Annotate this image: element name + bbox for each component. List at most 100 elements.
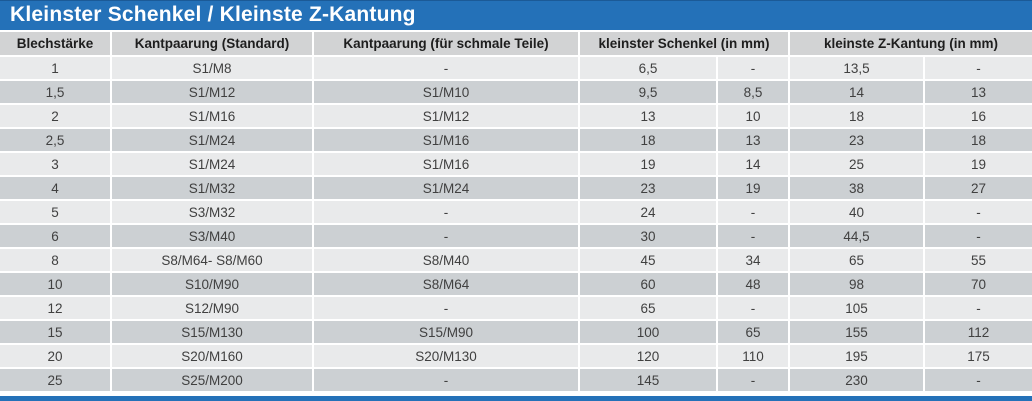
table-cell: 4 bbox=[0, 177, 110, 199]
table-cell: 15 bbox=[0, 321, 110, 343]
table-cell: S15/M90 bbox=[314, 321, 578, 343]
table-cell: 3 bbox=[0, 153, 110, 175]
table-cell: 6 bbox=[0, 225, 110, 247]
table-row: 5 S3/M32-24-40- bbox=[0, 201, 1032, 223]
table-cell: S3/M40 bbox=[112, 225, 312, 247]
table-cell: 5 bbox=[0, 201, 110, 223]
table-cell: 14 bbox=[790, 81, 923, 103]
table-cell: 13,5 bbox=[790, 57, 923, 79]
col-header-kantpaarung-standard: Kantpaarung (Standard) bbox=[112, 32, 312, 55]
table-cell: S15/M130 bbox=[112, 321, 312, 343]
table-cell: 230 bbox=[790, 369, 923, 391]
table-cell: 65 bbox=[718, 321, 788, 343]
table-cell: S1/M24 bbox=[112, 153, 312, 175]
table-cell: 105 bbox=[790, 297, 923, 319]
table-cell: 14 bbox=[718, 153, 788, 175]
table-cell: 38 bbox=[790, 177, 923, 199]
table-row: 1 S1/M8-6,5-13,5- bbox=[0, 57, 1032, 79]
table-cell: S3/M32 bbox=[112, 201, 312, 223]
page-title: Kleinster Schenkel / Kleinste Z-Kantung bbox=[10, 2, 416, 26]
table-cell: 110 bbox=[718, 345, 788, 367]
table-cell: - bbox=[925, 297, 1032, 319]
table-cell: 98 bbox=[790, 273, 923, 295]
table-cell: 45 bbox=[580, 249, 716, 271]
table-cell: S20/M160 bbox=[112, 345, 312, 367]
table-cell: 13 bbox=[580, 105, 716, 127]
table-cell: 48 bbox=[718, 273, 788, 295]
table-row: 6 S3/M40-30-44,5- bbox=[0, 225, 1032, 247]
table-row: 8 S8/M64- S8/M60 S8/M40 45 34 65 55 bbox=[0, 249, 1032, 271]
table-cell: S1/M12 bbox=[112, 81, 312, 103]
table-cell: 100 bbox=[580, 321, 716, 343]
table-row: 20 S20/M160 S20/M130 120 110 195 175 bbox=[0, 345, 1032, 367]
table-row: 10 S10/M90 S8/M64 60 48 98 70 bbox=[0, 273, 1032, 295]
table-cell: 120 bbox=[580, 345, 716, 367]
col-header-kleinste-z-kantung: kleinste Z-Kantung (in mm) bbox=[790, 32, 1032, 55]
table-cell: - bbox=[314, 297, 578, 319]
table-cell: - bbox=[718, 297, 788, 319]
table-cell: S1/M16 bbox=[314, 129, 578, 151]
table-cell: 8 bbox=[0, 249, 110, 271]
table-cell: 155 bbox=[790, 321, 923, 343]
table-cell: 19 bbox=[580, 153, 716, 175]
table-cell: 65 bbox=[580, 297, 716, 319]
table-cell: S1/M24 bbox=[112, 129, 312, 151]
table-cell: - bbox=[718, 57, 788, 79]
bottom-accent-bar bbox=[0, 396, 1032, 401]
header-row: Blechstärke Kantpaarung (Standard) Kantp… bbox=[0, 32, 1032, 55]
table-cell: S8/M64 bbox=[314, 273, 578, 295]
table-cell: S1/M16 bbox=[112, 105, 312, 127]
table-cell: S1/M8 bbox=[112, 57, 312, 79]
table-cell: S1/M24 bbox=[314, 177, 578, 199]
table-cell: S12/M90 bbox=[112, 297, 312, 319]
table-cell: 25 bbox=[790, 153, 923, 175]
table-body: 1 S1/M8-6,5-13,5-1,5 S1/M12 S1/M10 9,5 8,5 14 1… bbox=[0, 57, 1032, 391]
table-cell: 112 bbox=[925, 321, 1032, 343]
table-cell: 2,5 bbox=[0, 129, 110, 151]
table-cell: 44,5 bbox=[790, 225, 923, 247]
table-cell: 2 bbox=[0, 105, 110, 127]
table-cell: 18 bbox=[790, 105, 923, 127]
table-cell: 12 bbox=[0, 297, 110, 319]
table-cell: - bbox=[925, 225, 1032, 247]
table-cell: 10 bbox=[0, 273, 110, 295]
table-row: 12 S12/M90-65-105- bbox=[0, 297, 1032, 319]
table-cell: 10 bbox=[718, 105, 788, 127]
table-cell: 13 bbox=[925, 81, 1032, 103]
table-cell: S20/M130 bbox=[314, 345, 578, 367]
table-cell: - bbox=[925, 201, 1032, 223]
table-cell: S25/M200 bbox=[112, 369, 312, 391]
table-cell: 145 bbox=[580, 369, 716, 391]
spec-table: Blechstärke Kantpaarung (Standard) Kantp… bbox=[0, 30, 1032, 393]
col-header-kleinster-schenkel: kleinster Schenkel (in mm) bbox=[580, 32, 788, 55]
table-cell: 13 bbox=[718, 129, 788, 151]
table-row: 25 S25/M200-145-230- bbox=[0, 369, 1032, 391]
table-cell: S8/M40 bbox=[314, 249, 578, 271]
table-cell: 27 bbox=[925, 177, 1032, 199]
table-cell: 60 bbox=[580, 273, 716, 295]
table-cell: S10/M90 bbox=[112, 273, 312, 295]
table-cell: 23 bbox=[790, 129, 923, 151]
table-cell: 1,5 bbox=[0, 81, 110, 103]
table-cell: 18 bbox=[925, 129, 1032, 151]
table-cell: - bbox=[925, 369, 1032, 391]
table-cell: S1/M12 bbox=[314, 105, 578, 127]
table-row: 1,5 S1/M12 S1/M10 9,5 8,5 14 13 bbox=[0, 81, 1032, 103]
table-cell: - bbox=[314, 369, 578, 391]
table-cell: 30 bbox=[580, 225, 716, 247]
table-cell: - bbox=[314, 201, 578, 223]
table-row: 2 S1/M16 S1/M12 13 10 18 16 bbox=[0, 105, 1032, 127]
table-cell: 9,5 bbox=[580, 81, 716, 103]
table-row: 4 S1/M32 S1/M24 23 19 38 27 bbox=[0, 177, 1032, 199]
table-cell: 19 bbox=[718, 177, 788, 199]
table-cell: 23 bbox=[580, 177, 716, 199]
table-cell: 25 bbox=[0, 369, 110, 391]
table-cell: 175 bbox=[925, 345, 1032, 367]
table-cell: 18 bbox=[580, 129, 716, 151]
spec-table-container: Blechstärke Kantpaarung (Standard) Kantp… bbox=[0, 30, 1032, 396]
table-cell: 40 bbox=[790, 201, 923, 223]
table-cell: - bbox=[314, 57, 578, 79]
table-cell: 24 bbox=[580, 201, 716, 223]
table-cell: 8,5 bbox=[718, 81, 788, 103]
